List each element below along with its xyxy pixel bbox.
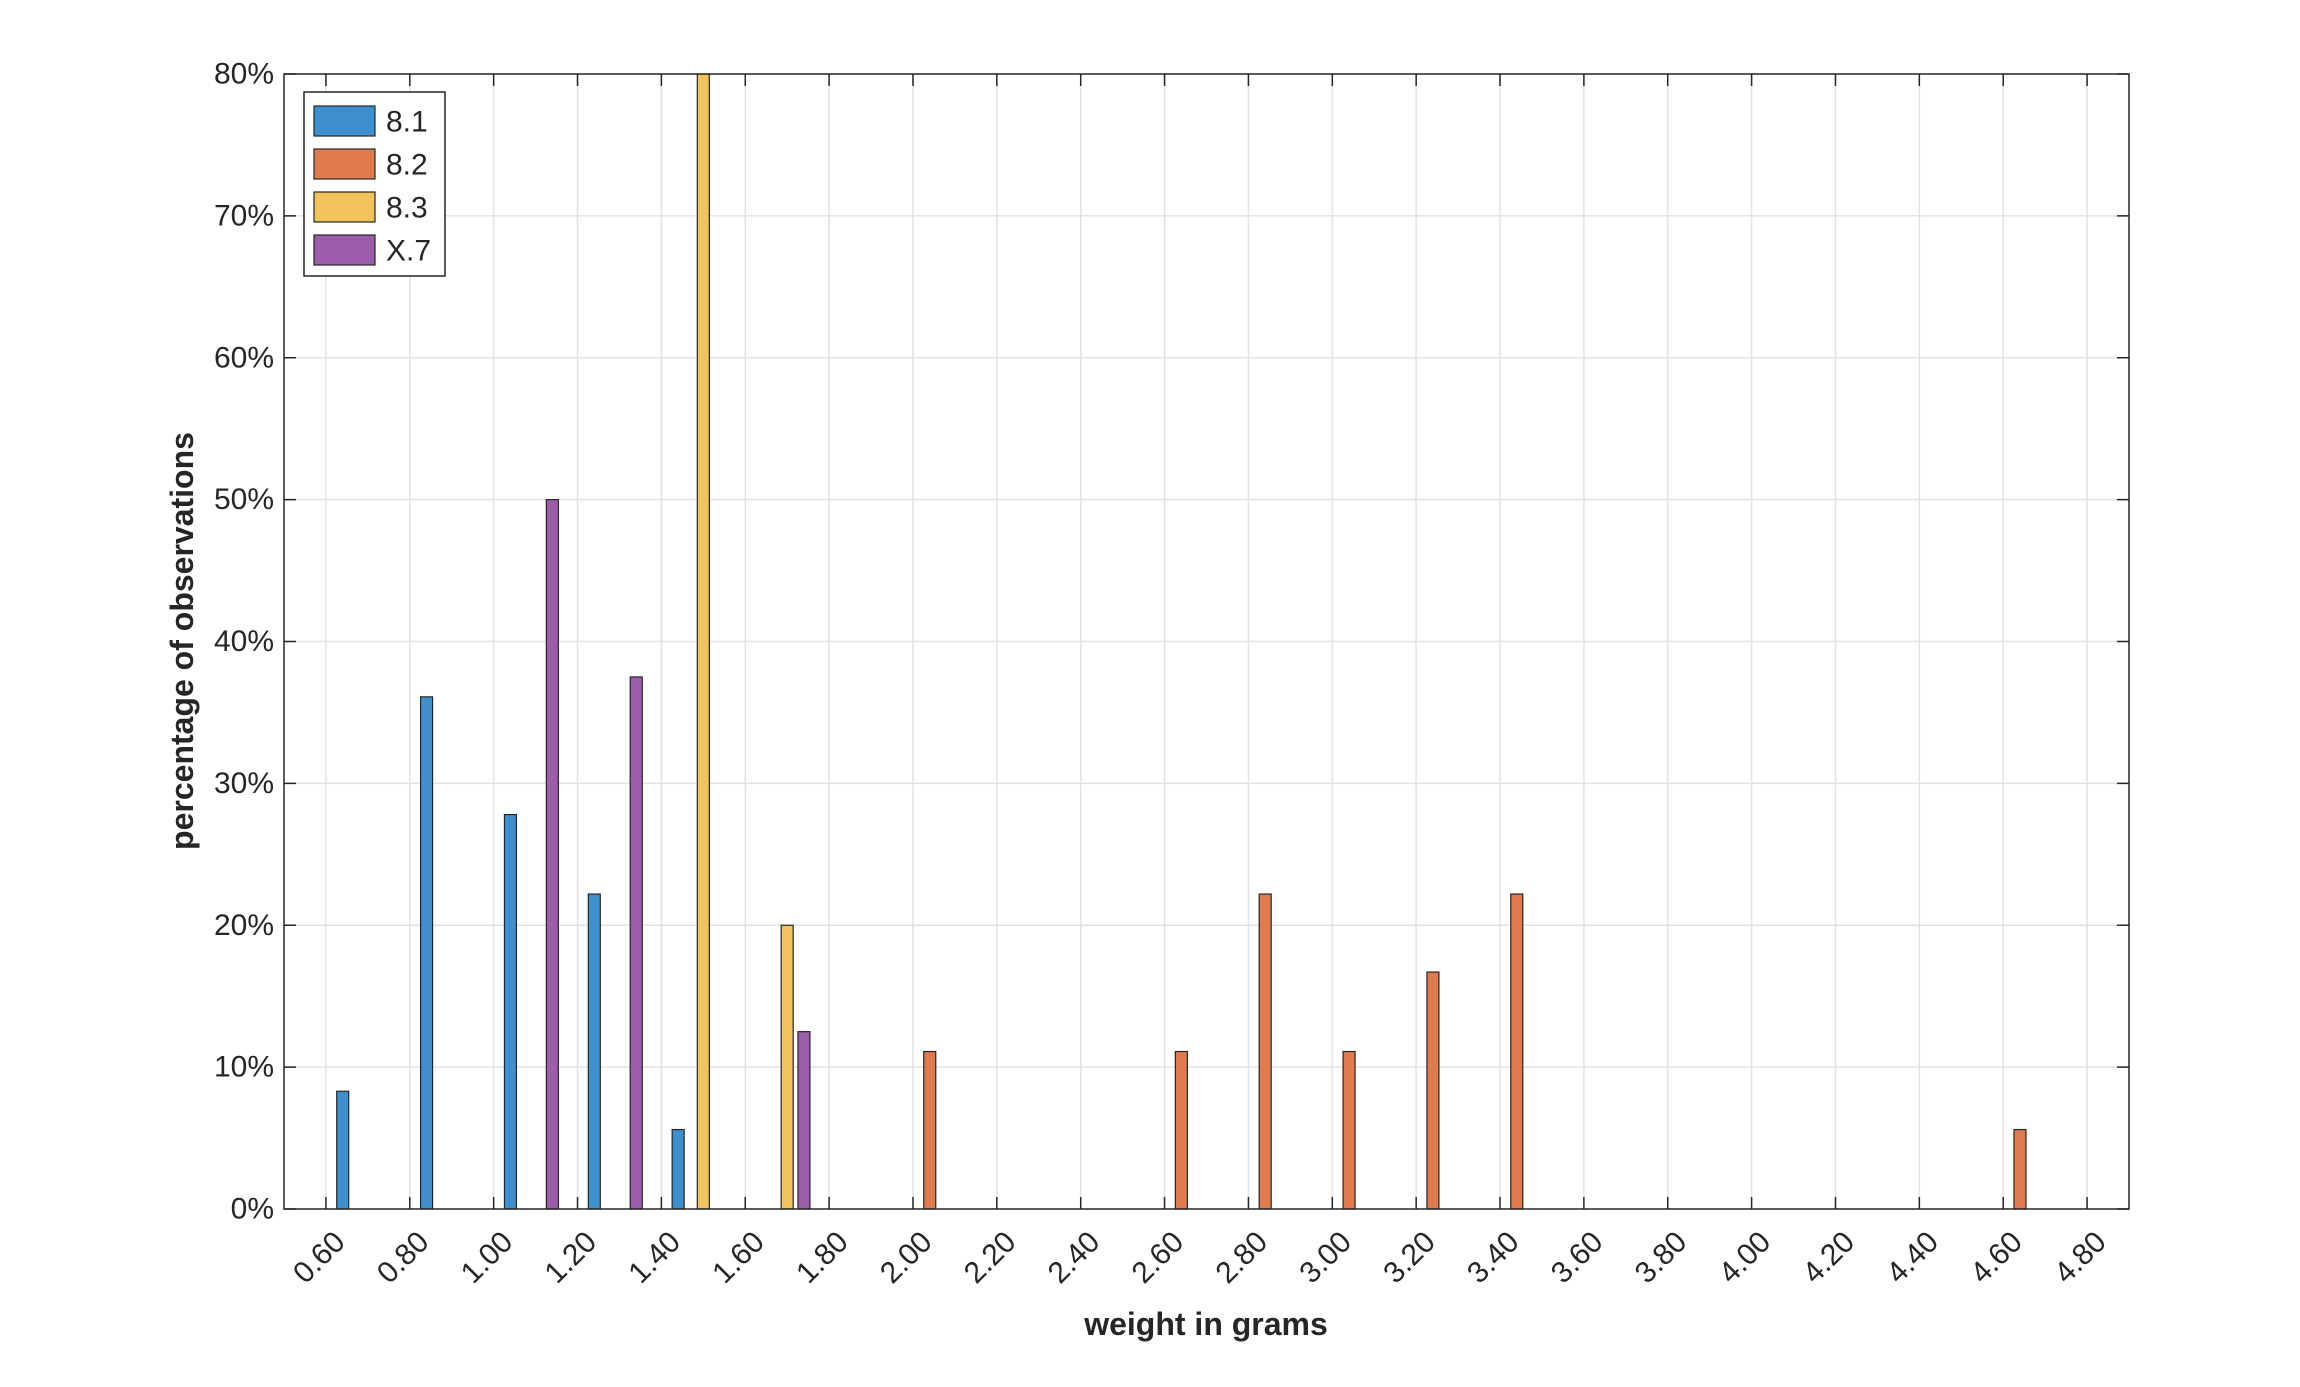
bar-series-8.2 — [923, 1050, 937, 1210]
x-tick-label: 2.40 — [1042, 1225, 1107, 1290]
bar-series-X.7 — [545, 499, 559, 1210]
y-tick-label: 10% — [214, 1051, 274, 1084]
x-tick-label: 3.60 — [1545, 1225, 1610, 1290]
x-tick-label: 1.60 — [706, 1225, 771, 1290]
bar-series-X.7 — [797, 1031, 811, 1210]
x-tick-label: 4.40 — [1880, 1225, 1945, 1290]
bar-series-8.2 — [1258, 893, 1272, 1210]
x-tick-label: 0.60 — [287, 1225, 352, 1290]
y-tick-labels: 0% 10% 20% 30% 40% 50% 60% 70% 80% — [214, 58, 274, 1226]
legend-swatch — [313, 234, 376, 266]
legend-label: X.7 — [386, 235, 431, 268]
y-tick-label: 40% — [214, 625, 274, 658]
x-tick-label: 0.80 — [371, 1225, 436, 1290]
bar-series-8.1 — [419, 696, 434, 1210]
y-tick-label: 70% — [214, 199, 274, 232]
x-tick-label: 1.00 — [455, 1225, 520, 1290]
bar-series-8.2 — [1342, 1050, 1356, 1210]
x-tick-label: 2.80 — [1209, 1225, 1274, 1290]
x-tick-label: 3.80 — [1629, 1225, 1694, 1290]
bar-series-8.1 — [587, 893, 601, 1210]
legend-swatch — [313, 105, 376, 137]
y-axis-label: percentage of observations — [164, 432, 200, 850]
ticks — [284, 73, 2129, 1210]
x-tick-label: 2.60 — [1126, 1225, 1191, 1290]
legend: 8.1 8.2 8.3 X.7 — [303, 91, 446, 277]
y-tick-label: 60% — [214, 341, 274, 374]
x-tick-label: 4.80 — [2048, 1225, 2113, 1290]
x-tick-label: 3.00 — [1293, 1225, 1358, 1290]
x-tick-label: 2.20 — [958, 1225, 1023, 1290]
bar-series-8.2 — [2013, 1128, 2027, 1210]
x-tick-labels: 0.60 0.80 1.00 1.20 1.40 1.60 1.80 2.00 2.20 2.40… — [287, 1225, 2113, 1290]
legend-label: 8.1 — [386, 106, 428, 139]
bar-series-8.1 — [503, 813, 518, 1210]
x-tick-label: 1.40 — [622, 1225, 687, 1290]
x-tick-label: 1.20 — [539, 1225, 604, 1290]
x-tick-label: 1.80 — [790, 1225, 855, 1290]
x-tick-label: 3.40 — [1461, 1225, 1526, 1290]
legend-swatch — [313, 191, 376, 223]
x-tick-label: 4.20 — [1797, 1225, 1862, 1290]
bar-series-8.2 — [1426, 971, 1440, 1210]
x-tick-label: 3.20 — [1377, 1225, 1442, 1290]
y-tick-label: 80% — [214, 58, 274, 91]
y-tick-label: 50% — [214, 483, 274, 516]
bar-series-8.2 — [1510, 893, 1524, 1210]
y-tick-label: 0% — [231, 1193, 274, 1226]
x-axis-label: weight in grams — [1083, 1306, 1328, 1342]
bar-series-8.3 — [780, 924, 794, 1210]
y-tick-label: 20% — [214, 909, 274, 942]
bar-series-8.1 — [671, 1128, 685, 1210]
y-tick-label: 30% — [214, 767, 274, 800]
legend-label: 8.3 — [386, 192, 428, 225]
bar-series-8.1 — [336, 1090, 350, 1210]
legend-swatch — [313, 148, 376, 180]
x-tick-label: 4.00 — [1713, 1225, 1778, 1290]
bar-series-8.3 — [696, 73, 710, 1210]
x-tick-label: 4.60 — [1964, 1225, 2029, 1290]
bar-series-8.2 — [1174, 1050, 1188, 1210]
bar-series-X.7 — [629, 676, 643, 1210]
x-tick-label: 2.00 — [874, 1225, 939, 1290]
legend-label: 8.2 — [386, 149, 428, 182]
grid-lines — [284, 74, 2129, 1209]
